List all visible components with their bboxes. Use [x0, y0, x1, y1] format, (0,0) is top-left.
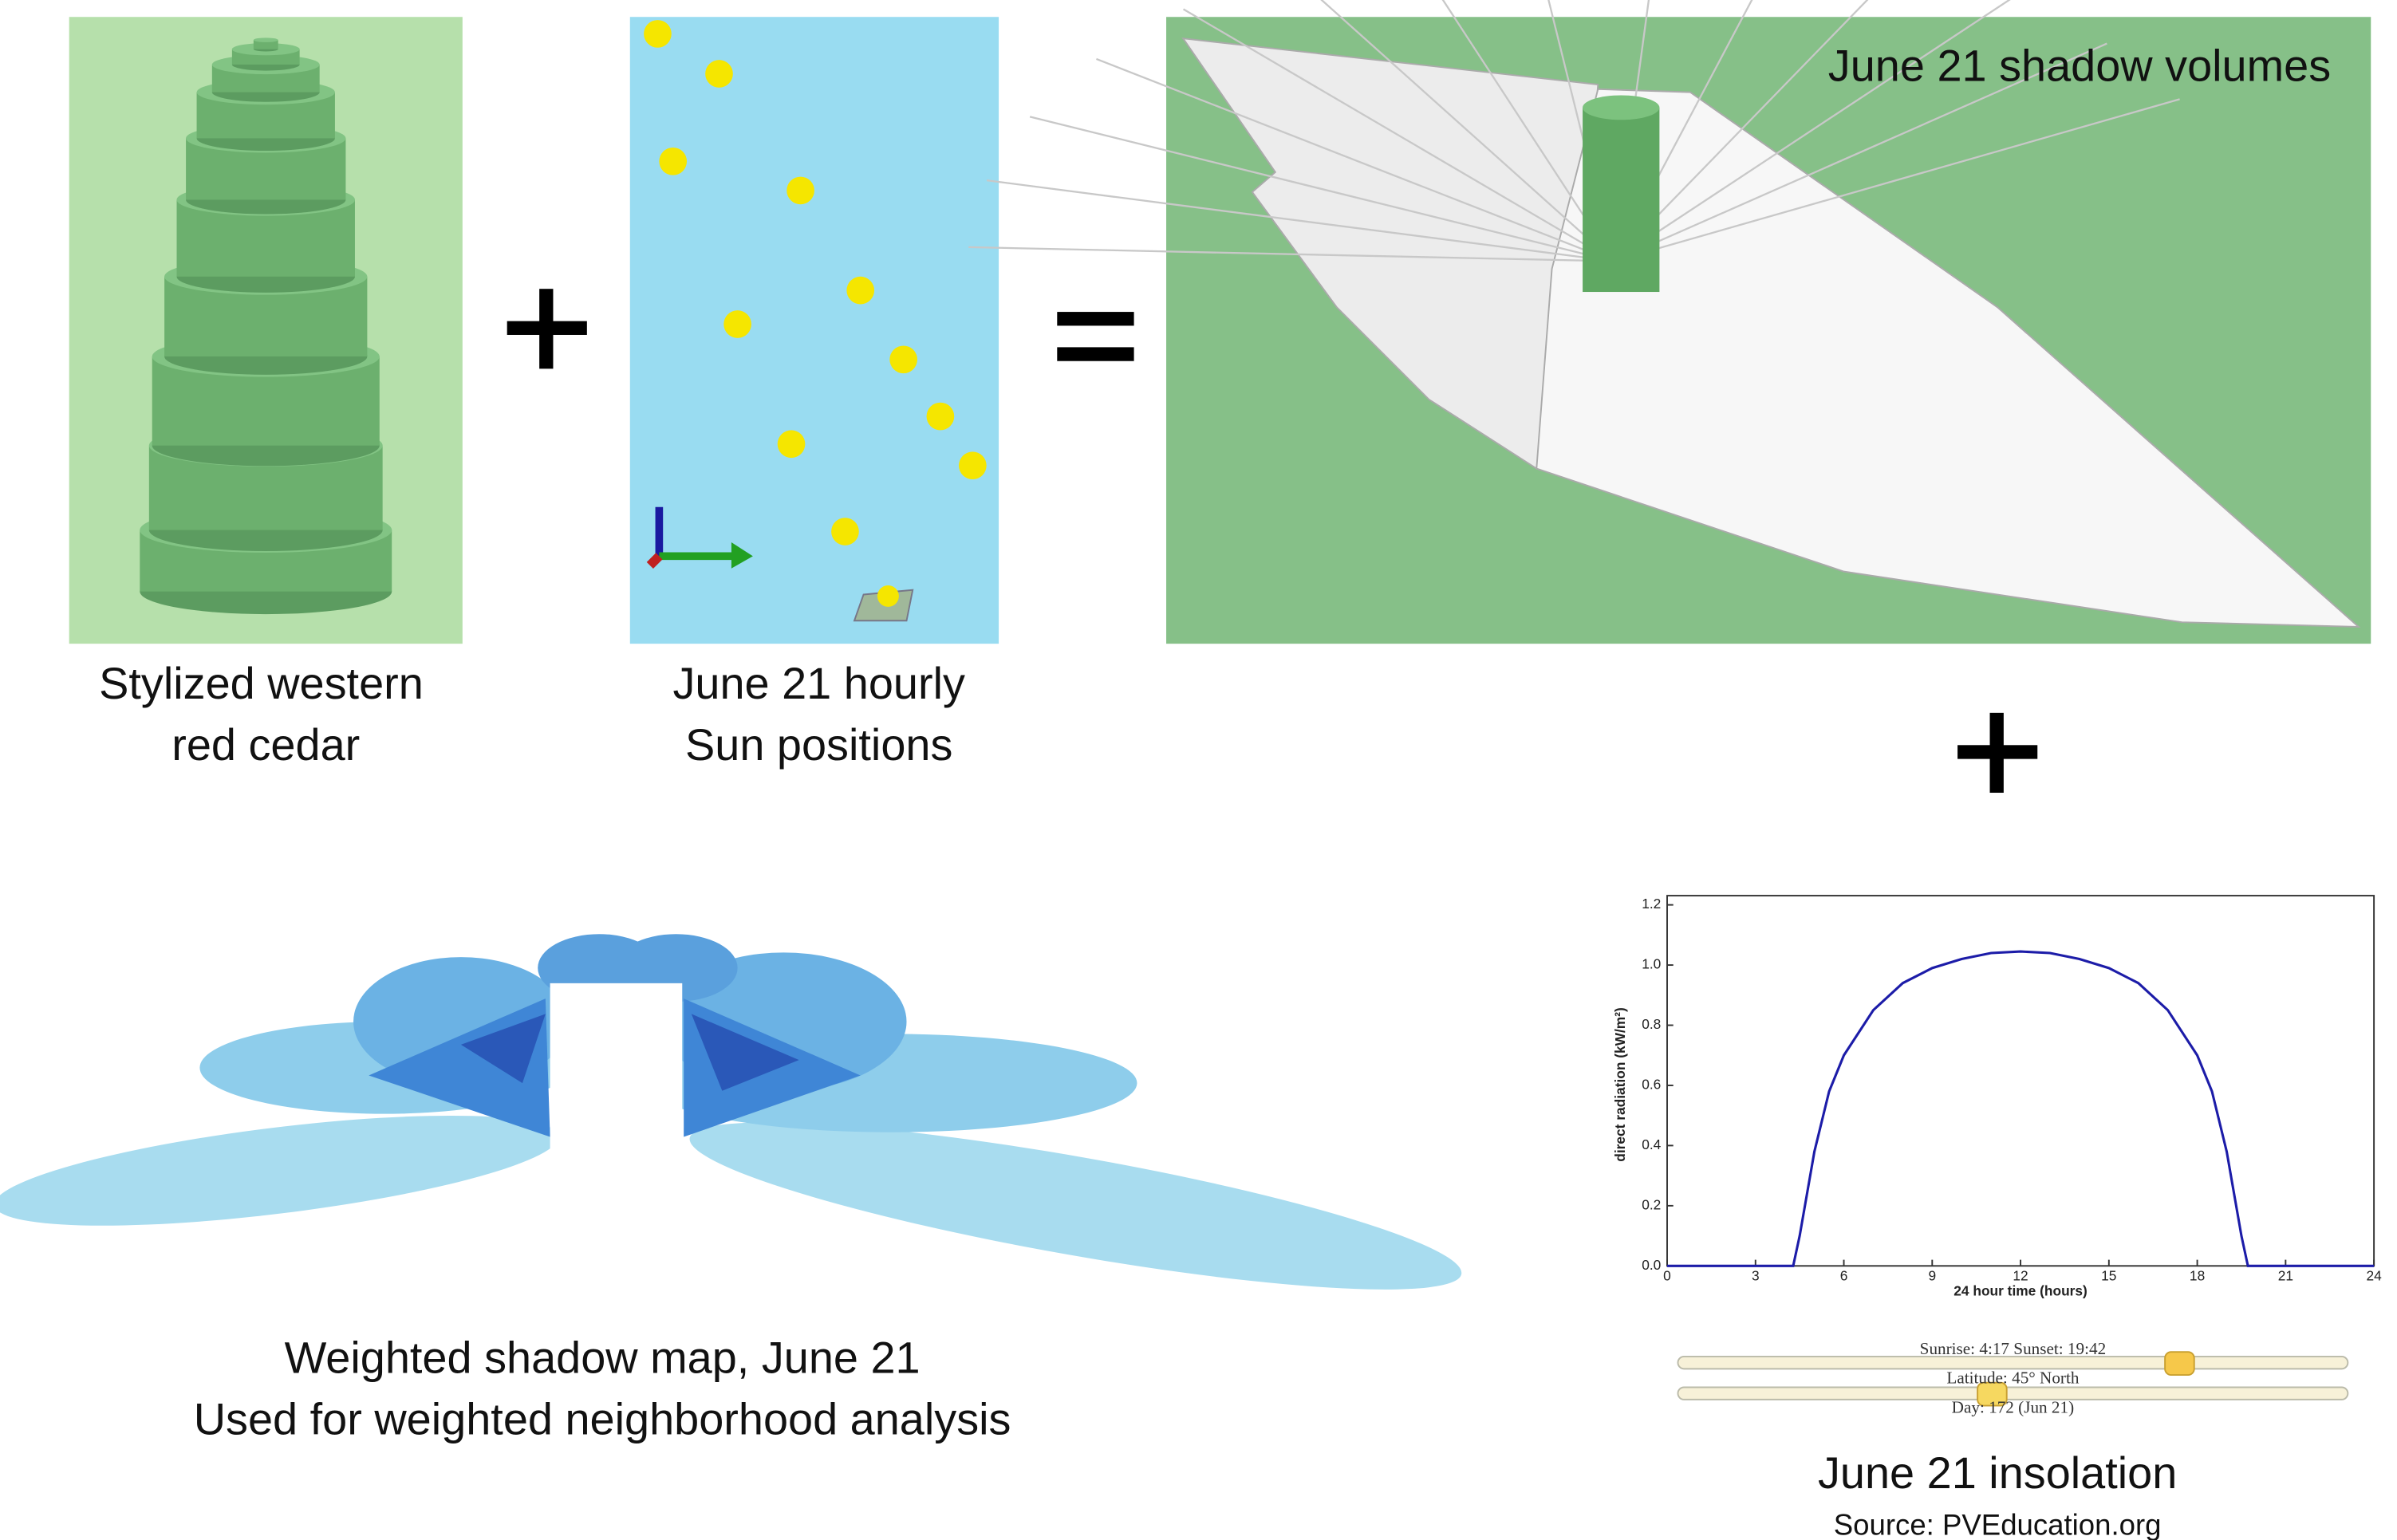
sun-dot: [723, 310, 751, 338]
tree-model: [1583, 108, 1659, 292]
sun-dot: [644, 20, 672, 48]
sun-dot: [787, 177, 814, 205]
control-label: Sunrise: 4:17 Sunset: 19:42: [1920, 1339, 2107, 1358]
y-tick-label: 0.0: [1642, 1257, 1661, 1273]
shadow-zone: [0, 1093, 564, 1248]
sun-panel: [630, 17, 999, 644]
x-tick-label: 0: [1663, 1267, 1671, 1283]
tree-gap: [550, 983, 683, 1229]
plus-sign: [1990, 713, 2004, 793]
y-tick-label: 1.0: [1642, 956, 1661, 972]
plus-sign: [539, 289, 553, 368]
y-tick-label: 0.8: [1642, 1016, 1661, 1032]
y-tick-label: 1.2: [1642, 896, 1661, 912]
sun-dot: [831, 518, 859, 545]
sun-dot: [659, 148, 687, 175]
x-tick-label: 18: [2190, 1267, 2205, 1283]
x-tick-label: 12: [2013, 1267, 2028, 1283]
y-tick-label: 0.4: [1642, 1136, 1661, 1152]
x-tick-label: 6: [1840, 1267, 1848, 1283]
caption: red cedar: [171, 719, 360, 770]
sun-dot: [889, 345, 917, 373]
shadow-map: [0, 934, 1470, 1322]
sun-dot: [778, 430, 806, 458]
axis-gizmo: [650, 556, 660, 565]
sun-dot: [927, 403, 955, 431]
caption: Sun positions: [685, 719, 952, 770]
insolation-chart: 24 hour time (hours) direct radiation (k…: [1612, 896, 2382, 1299]
x-axis-label: 24 hour time (hours): [1953, 1283, 2088, 1299]
data-line: [1667, 951, 2374, 1266]
caption: June 21 hourly: [672, 658, 965, 708]
cedar-tier: [254, 37, 278, 42]
slider-track[interactable]: [1678, 1357, 2348, 1369]
equals-sign: [1057, 312, 1133, 325]
sun-dot: [877, 585, 899, 607]
x-tick-label: 21: [2278, 1267, 2293, 1283]
x-tick-label: 15: [2101, 1267, 2116, 1283]
y-tick-label: 0.6: [1642, 1077, 1661, 1093]
sun-dot: [959, 451, 987, 479]
equals-sign: [1057, 347, 1133, 360]
caption: Stylized western: [99, 658, 424, 708]
panel-label: June 21 shadow volumes: [1828, 40, 2331, 90]
caption: Weighted shadow map, June 21: [285, 1332, 921, 1382]
figure: Stylized western red cedar June 21 hourl…: [0, 0, 2397, 1540]
caption: Used for weighted neighborhood analysis: [194, 1394, 1011, 1444]
caption: June 21 insolation: [1818, 1447, 2177, 1498]
x-tick-label: 24: [2366, 1267, 2382, 1283]
slider-knob[interactable]: [2165, 1352, 2194, 1375]
x-tick-label: 3: [1752, 1267, 1760, 1283]
source-note: Source: PVEducation.org: [1834, 1508, 2162, 1540]
x-tick-label: 9: [1928, 1267, 1936, 1283]
sun-dot: [846, 277, 874, 305]
control-label: Day: 172 (Jun 21): [1952, 1397, 2074, 1416]
sun-dot: [705, 60, 733, 88]
y-axis-label: direct radiation (kW/m²): [1612, 1007, 1628, 1162]
page: {"cedar":{"caption":["Stylized western",…: [0, 0, 2397, 1540]
y-tick-label: 0.2: [1642, 1196, 1661, 1212]
control-label: Latitude: 45° North: [1946, 1369, 2079, 1388]
tree-model: [1583, 95, 1659, 120]
